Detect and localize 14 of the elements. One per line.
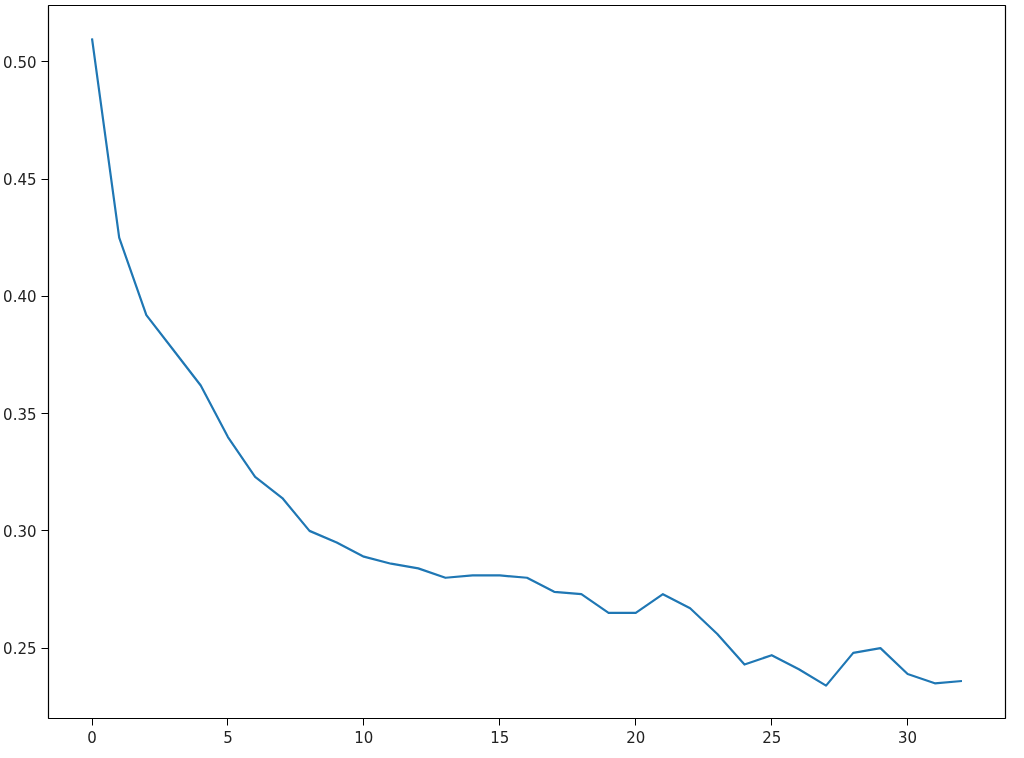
- x-tick-label: 25: [762, 728, 782, 747]
- x-tick-label: 10: [354, 728, 374, 747]
- y-tick-label: 0.50: [3, 53, 37, 72]
- y-tick-label: 0.40: [3, 288, 37, 307]
- x-tick-label: 20: [626, 728, 646, 747]
- y-tick-label: 0.45: [3, 171, 37, 190]
- y-tick-label: 0.30: [3, 522, 37, 541]
- x-tick-label: 0: [87, 728, 97, 747]
- x-tick-label: 5: [223, 728, 233, 747]
- x-tick-label: 15: [490, 728, 510, 747]
- x-tick-label: 30: [898, 728, 918, 747]
- y-tick-label: 0.35: [3, 405, 37, 424]
- y-tick-label: 0.25: [3, 640, 37, 659]
- line-series: [90, 37, 964, 687]
